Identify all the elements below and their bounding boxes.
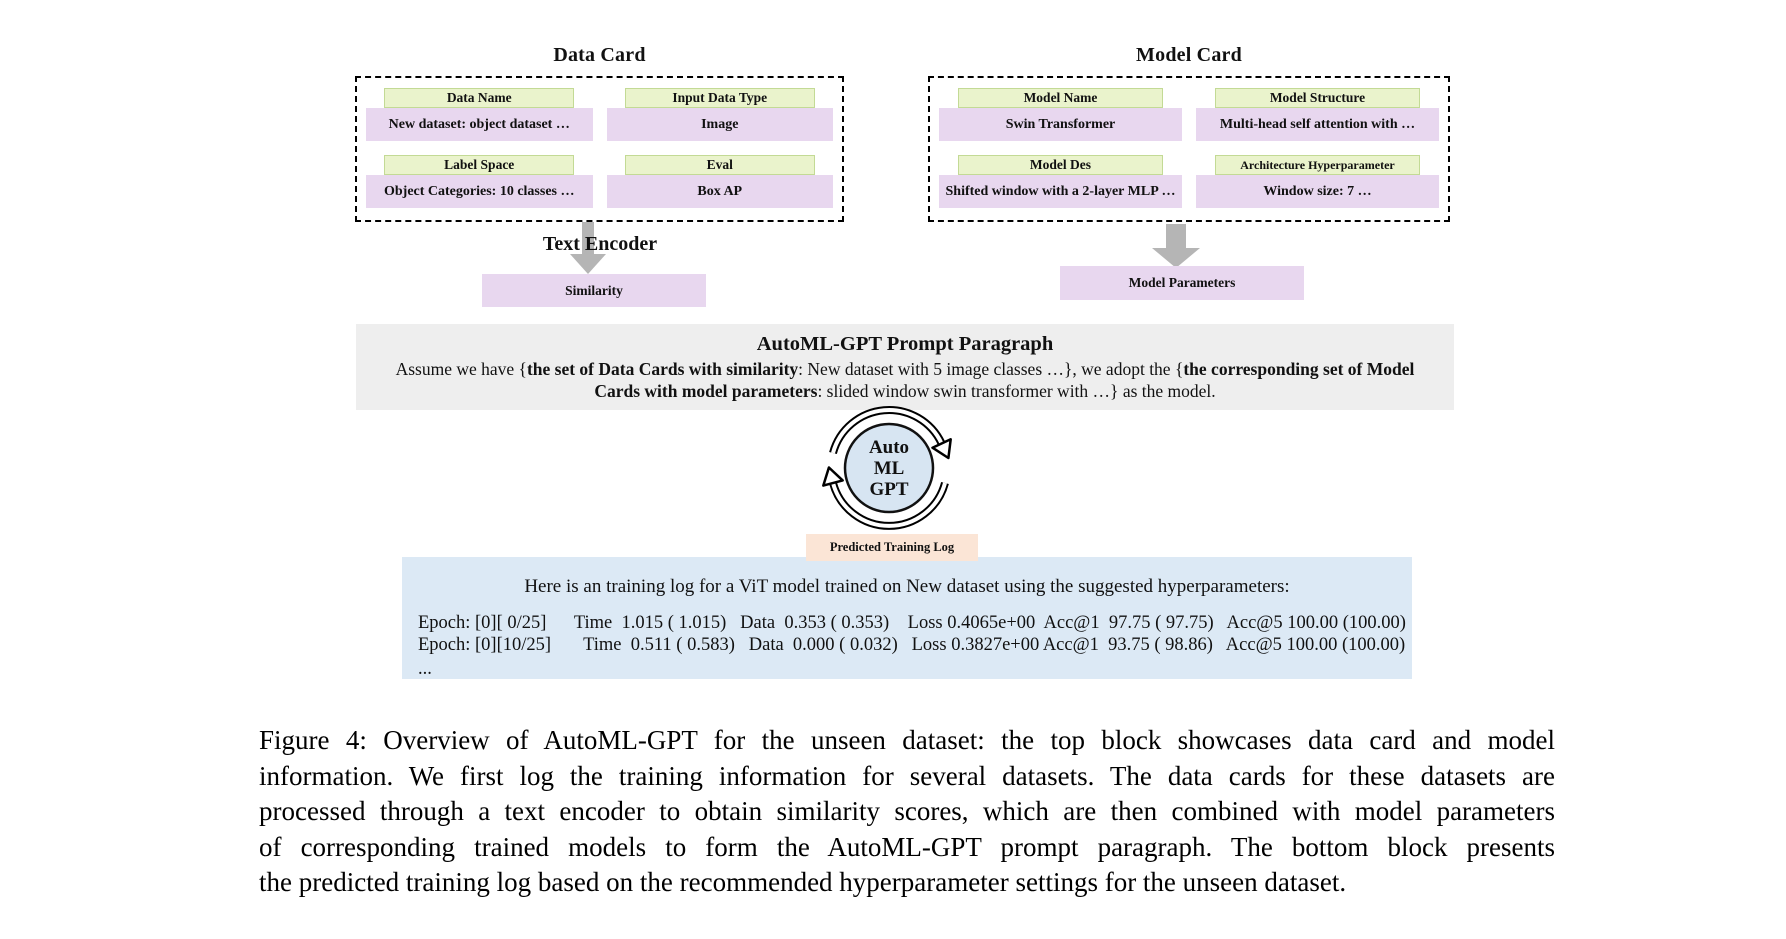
field-label: Model Structure: [1215, 88, 1420, 108]
model-card: Model Name Swin Transformer Model Struct…: [928, 76, 1450, 222]
field-label: Label Space: [384, 155, 575, 175]
prompt-paragraph-title: AutoML-GPT Prompt Paragraph: [756, 333, 1054, 355]
data-card-field-label-space: Label Space Object Categories: 10 classe…: [366, 155, 593, 208]
data-card-field-eval: Eval Box AP: [606, 155, 833, 208]
field-label: Eval: [624, 155, 815, 175]
field-value: New dataset: object dataset …: [366, 108, 593, 141]
caption-line: Figure 4: Overview of AutoML-GPT for the…: [259, 725, 1555, 755]
training-log-box: Here is an training log for a ViT model …: [402, 557, 1412, 679]
prompt-paragraph-box: AutoML-GPT Prompt Paragraph Assume we ha…: [356, 324, 1454, 410]
model-card-field-model-structure: Model Structure Multi-head self attentio…: [1196, 88, 1439, 141]
training-log-ellipsis: ...: [418, 659, 432, 679]
data-card: Data Name New dataset: object dataset … …: [355, 76, 844, 222]
circle-label-line: ML: [873, 458, 905, 479]
model-card-field-model-name: Model Name Swin Transformer: [939, 88, 1182, 141]
training-log-line: Epoch: [0][ 0/25] Time 1.015 ( 1.015) Da…: [418, 613, 1406, 633]
caption-line: of corresponding trained models to form …: [259, 831, 1555, 862]
prompt-seg: : slided window swin transformer with …}…: [817, 380, 1216, 401]
data-card-field-input-data-type: Input Data Type Image: [606, 88, 833, 141]
field-value: Shifted window with a 2-layer MLP …: [939, 175, 1182, 208]
field-label: Model Des: [958, 155, 1163, 175]
field-label: Data Name: [384, 88, 575, 108]
training-log-line: Epoch: [0][10/25] Time 0.511 ( 0.583) Da…: [418, 635, 1406, 655]
data-card-field-data-name: Data Name New dataset: object dataset …: [366, 88, 593, 141]
circle-label-line: Auto: [868, 437, 910, 458]
training-log-intro: Here is an training log for a ViT model …: [524, 576, 1290, 597]
prompt-seg-bold: the corresponding set of Model Cards wit…: [594, 359, 1415, 401]
field-value: Image: [606, 108, 833, 141]
down-arrow-icon: [570, 222, 606, 274]
field-label: Architecture Hyperparameter: [1215, 155, 1420, 175]
predicted-training-log-label: Predicted Training Log: [806, 534, 978, 561]
prompt-seg-bold: the set of Data Cards with similarity: [526, 359, 799, 379]
field-value: Multi-head self attention with …: [1196, 108, 1439, 141]
caption-line: the predicted training log based on the …: [259, 867, 1347, 897]
prompt-paragraph-text: Assume we have {the set of Data Cards wi…: [374, 359, 1436, 402]
prompt-seg: Assume we have {: [395, 359, 527, 379]
caption-line: processed through a text encoder to obta…: [259, 796, 1555, 826]
circle-label-line: GPT: [869, 479, 909, 500]
field-value: Swin Transformer: [939, 108, 1182, 141]
prompt-seg: : New dataset with 5 image classes …}, w…: [798, 359, 1184, 379]
cycle-arrows-icon: [822, 406, 952, 530]
down-arrow-icon: [1152, 224, 1200, 268]
field-value: Window size: 7 …: [1196, 175, 1439, 208]
similarity-box: Similarity: [482, 274, 706, 307]
model-card-field-model-des: Model Des Shifted window with a 2-layer …: [939, 155, 1182, 208]
figure-caption: Figure 4: Overview of AutoML-GPT for the…: [259, 723, 1555, 901]
automl-gpt-circle-label: Auto ML GPT: [839, 437, 939, 500]
model-parameters-box: Model Parameters: [1060, 266, 1304, 300]
caption-line: information. We first log the training i…: [259, 760, 1555, 791]
field-label: Model Name: [958, 88, 1163, 108]
field-value: Box AP: [606, 175, 833, 208]
model-card-field-architecture-hyperparameter: Architecture Hyperparameter Window size:…: [1196, 155, 1439, 208]
text-encoder-label: Text Encoder: [542, 233, 658, 255]
field-label: Input Data Type: [624, 88, 815, 108]
data-card-title: Data Card: [553, 44, 646, 66]
field-value: Object Categories: 10 classes …: [366, 175, 593, 208]
model-card-title: Model Card: [1136, 44, 1242, 66]
